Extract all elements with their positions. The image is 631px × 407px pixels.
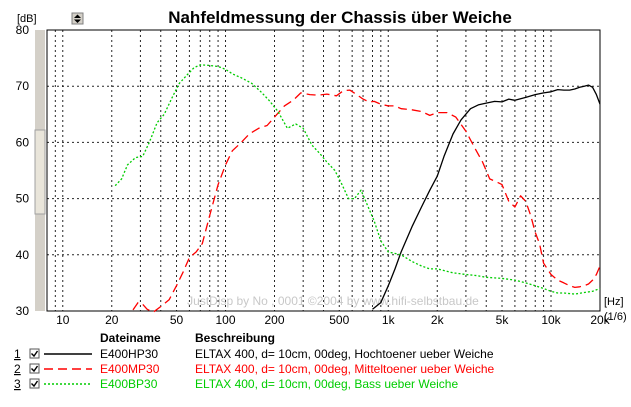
scrollbar-thumb[interactable] <box>34 129 46 215</box>
legend-file-name: E400BP30 <box>100 377 158 391</box>
legend-file-name: E400HP30 <box>100 347 158 361</box>
y-tick-label: 80 <box>16 23 30 37</box>
legend-number[interactable]: 1 <box>14 347 21 361</box>
x-tick-label: 20 <box>105 313 119 327</box>
smoothing-label: (1/6) <box>604 311 627 323</box>
legend-file-name: E400MP30 <box>100 362 160 376</box>
legend-checkbox[interactable] <box>29 363 40 374</box>
x-tick-label: 50 <box>170 313 184 327</box>
spinner-box[interactable] <box>71 12 84 25</box>
x-tick-label: 10k <box>541 313 561 327</box>
x-tick-label: 1k <box>382 313 396 327</box>
watermark: JustDisp by No , 0001 ©2004 by www.hifi-… <box>187 294 479 308</box>
legend-description: ELTAX 400, d= 10cm, 00deg, Mitteltoener … <box>195 362 495 376</box>
x-tick-labels: 10 20 50 100 200 500 1k 2k 5k 10k 20k <box>56 313 611 327</box>
unit-spinner[interactable] <box>71 12 84 25</box>
y-tick-label: 60 <box>16 135 30 149</box>
y-tick-label: 30 <box>16 304 30 318</box>
y-tick-label: 40 <box>16 248 30 262</box>
series <box>114 64 601 313</box>
y-tick-labels: 30 40 50 60 70 80 <box>16 23 30 318</box>
legend-header-desc: Beschreibung <box>195 331 275 345</box>
x-tick-label: 20k <box>590 313 610 327</box>
x-tick-label: 200 <box>264 313 284 327</box>
x-unit-label: [Hz] <box>604 296 624 308</box>
legend: 1 E400HP30 ELTAX 400, d= 10cm, 00deg, Hoch… <box>14 347 495 391</box>
series-line-e400hp30 <box>372 84 601 310</box>
x-tick-label: 10 <box>56 313 70 327</box>
legend-number[interactable]: 2 <box>14 362 21 376</box>
spinner-up-icon[interactable] <box>74 14 81 19</box>
x-tick-label: 100 <box>216 313 236 327</box>
legend-number[interactable]: 3 <box>14 377 21 391</box>
legend-header-file: Dateiname <box>100 331 161 345</box>
y-tick-label: 70 <box>16 79 30 93</box>
legend-description: ELTAX 400, d= 10cm, 00deg, Hochtoener ue… <box>195 347 494 361</box>
left-scrollbar[interactable] <box>34 30 46 311</box>
check-icon <box>31 380 39 388</box>
y-tick-label: 50 <box>16 192 30 206</box>
legend-checkbox[interactable] <box>29 348 40 359</box>
chart-title: Nahfeldmessung der Chassis über Weiche <box>168 8 512 27</box>
series-line-e400bp30 <box>114 64 601 295</box>
legend-checkbox[interactable] <box>29 378 40 389</box>
check-icon <box>31 350 39 358</box>
legend-description: ELTAX 400, d= 10cm, 00deg, Bass ueber We… <box>195 377 458 391</box>
check-icon <box>31 365 39 373</box>
x-tick-label: 5k <box>496 313 510 327</box>
spinner-down-icon[interactable] <box>74 19 81 24</box>
x-tick-label: 2k <box>431 313 445 327</box>
x-tick-label: 500 <box>329 313 349 327</box>
y-unit-label: [dB] <box>17 13 37 25</box>
